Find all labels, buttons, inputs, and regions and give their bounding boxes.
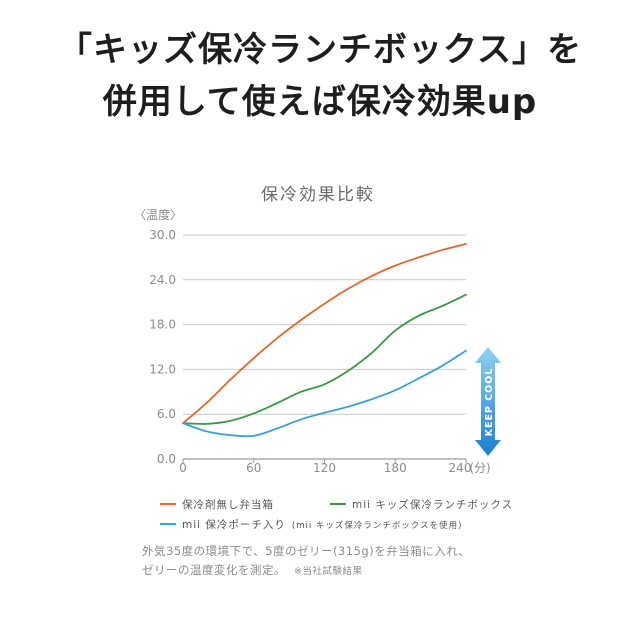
test-note-text: ゼリーの温度変化を測定。	[142, 563, 286, 577]
keep-cool-label: KEEP COOL	[484, 368, 495, 437]
y-tick-label-5: 30.0	[149, 228, 176, 242]
x-tick-label-1: 60	[246, 461, 261, 475]
test-note-line-2: ゼリーの温度変化を測定。 ※当社試験結果	[142, 562, 362, 578]
test-source-note: ※当社試験結果	[294, 566, 363, 577]
y-tick-label-3: 18.0	[149, 318, 176, 332]
test-note-line-1: 外気35度の環境下で、5度のゼリー(315g)を弁当箱に入れ、	[142, 544, 471, 558]
legend: 保冷剤無し弁当箱 mii キッズ保冷ランチボックス mii 保冷ポーチ入り (mii …	[160, 498, 513, 531]
x-axis-ticks: 0 60 120 180 240	[179, 459, 471, 475]
keep-cool-indicator: KEEP COOL	[475, 347, 501, 456]
series-lines	[182, 243, 467, 438]
y-tick-label-2: 12.0	[149, 362, 176, 376]
y-tick-label-4: 24.0	[149, 273, 176, 287]
x-tick-label-2: 120	[313, 461, 336, 475]
legend-note-2: (mii キッズ保冷ランチボックスを使用)	[292, 520, 463, 531]
x-tick-label-4: 240	[449, 461, 472, 475]
y-tick-label-1: 6.0	[157, 407, 176, 421]
series-line-2	[182, 349, 467, 438]
headline-line-1: 「キッズ保冷ランチボックス」を	[58, 30, 582, 70]
legend-label-1: mii キッズ保冷ランチボックス	[352, 498, 513, 511]
y-tick-label-0: 0.0	[157, 452, 176, 466]
x-tick-label-0: 0	[179, 461, 187, 475]
x-tick-label-3: 180	[384, 461, 407, 475]
series-line-0	[182, 243, 467, 425]
series-line-1	[182, 293, 467, 425]
keep-cool-arrow	[475, 347, 501, 456]
x-axis-label: (分)	[469, 461, 490, 475]
legend-label-0: 保冷剤無し弁当箱	[182, 498, 274, 511]
gridlines	[183, 234, 466, 460]
legend-label-2: mii 保冷ポーチ入り (mii キッズ保冷ランチボックスを使用)	[182, 518, 463, 531]
y-axis-ticks: 0.0 6.0 12.0 18.0 24.0 30.0	[149, 228, 176, 466]
y-axis-label: 〈温度〉	[134, 207, 182, 222]
headline-line-2: 併用して使えば保冷効果up	[102, 82, 538, 122]
chart-title: 保冷効果比較	[261, 185, 375, 205]
